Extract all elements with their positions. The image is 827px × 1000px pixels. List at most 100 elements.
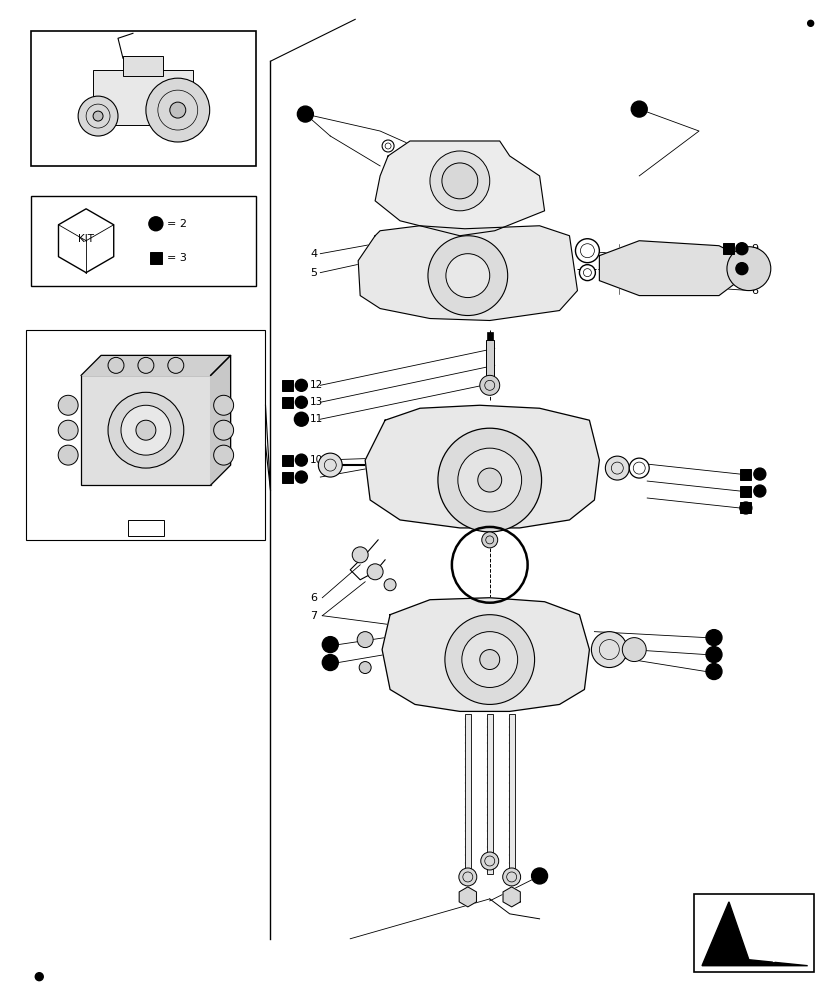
Circle shape [318, 453, 342, 477]
Bar [123, 56, 163, 76]
Circle shape [753, 485, 765, 497]
Circle shape [359, 662, 370, 674]
Polygon shape [701, 902, 806, 966]
Polygon shape [210, 355, 231, 485]
Bar [508, 714, 514, 874]
Circle shape [213, 445, 233, 465]
Circle shape [366, 564, 383, 580]
Text: 10: 10 [309, 455, 322, 465]
Circle shape [108, 392, 184, 468]
Circle shape [384, 579, 395, 591]
Circle shape [322, 655, 338, 671]
Circle shape [630, 101, 647, 117]
Bar [128, 520, 164, 536]
Polygon shape [381, 598, 589, 711]
Text: 11: 11 [309, 414, 323, 424]
Bar [282, 455, 293, 466]
Circle shape [735, 263, 747, 275]
Circle shape [446, 254, 489, 298]
Text: 9: 9 [750, 244, 757, 254]
Bar [739, 502, 750, 513]
Circle shape [356, 632, 373, 648]
Circle shape [735, 243, 747, 255]
Circle shape [461, 632, 517, 687]
Bar [486, 714, 492, 874]
Bar [693, 894, 813, 972]
Circle shape [295, 471, 307, 483]
Circle shape [297, 106, 313, 122]
Circle shape [351, 547, 368, 563]
Bar [486, 332, 492, 340]
Circle shape [605, 456, 629, 480]
Circle shape [531, 868, 547, 884]
Text: 1: 1 [142, 523, 149, 533]
Polygon shape [748, 908, 803, 962]
Circle shape [705, 630, 721, 646]
Circle shape [433, 170, 446, 182]
Text: 6: 6 [750, 286, 757, 296]
Circle shape [629, 458, 648, 478]
Text: = 2: = 2 [166, 219, 187, 229]
Text: 13: 13 [309, 397, 323, 407]
Circle shape [36, 973, 43, 981]
Circle shape [58, 420, 78, 440]
Polygon shape [503, 887, 519, 907]
Circle shape [442, 163, 477, 199]
Circle shape [381, 140, 394, 152]
Text: = 3: = 3 [166, 253, 186, 263]
Bar [93, 70, 193, 125]
Circle shape [481, 532, 497, 548]
Circle shape [479, 375, 500, 395]
Circle shape [58, 445, 78, 465]
Circle shape [806, 20, 813, 26]
Circle shape [590, 632, 627, 668]
Polygon shape [375, 141, 544, 236]
Circle shape [213, 395, 233, 415]
Circle shape [136, 420, 155, 440]
Circle shape [170, 102, 185, 118]
Bar [464, 714, 471, 874]
Bar [81, 375, 210, 485]
Circle shape [753, 468, 765, 480]
Circle shape [388, 164, 402, 178]
Text: 8: 8 [750, 264, 757, 274]
Circle shape [622, 638, 645, 662]
Text: 6: 6 [310, 593, 317, 603]
Polygon shape [81, 355, 231, 375]
Circle shape [579, 265, 595, 281]
Polygon shape [365, 405, 599, 528]
Polygon shape [358, 226, 576, 320]
Circle shape [108, 357, 124, 373]
Bar [31, 31, 256, 166]
Bar [282, 472, 293, 483]
Circle shape [168, 357, 184, 373]
Circle shape [428, 236, 507, 316]
Circle shape [429, 151, 489, 211]
Circle shape [294, 412, 308, 426]
Circle shape [480, 852, 498, 870]
Circle shape [295, 396, 307, 408]
Circle shape [146, 78, 209, 142]
Circle shape [213, 420, 233, 440]
Text: 4: 4 [310, 249, 317, 259]
Circle shape [437, 428, 541, 532]
Circle shape [502, 868, 520, 886]
Circle shape [58, 395, 78, 415]
Bar [26, 330, 265, 540]
Polygon shape [599, 241, 738, 296]
Circle shape [739, 502, 751, 514]
Circle shape [726, 247, 770, 291]
Circle shape [705, 647, 721, 663]
Circle shape [121, 405, 170, 455]
Circle shape [149, 217, 163, 231]
Bar [723, 243, 734, 254]
Text: 12: 12 [309, 380, 323, 390]
Circle shape [78, 96, 118, 136]
Circle shape [477, 468, 501, 492]
Circle shape [444, 615, 534, 704]
Polygon shape [59, 209, 113, 273]
Circle shape [322, 637, 338, 653]
Bar [282, 380, 293, 391]
Bar [739, 469, 750, 480]
Circle shape [138, 357, 154, 373]
